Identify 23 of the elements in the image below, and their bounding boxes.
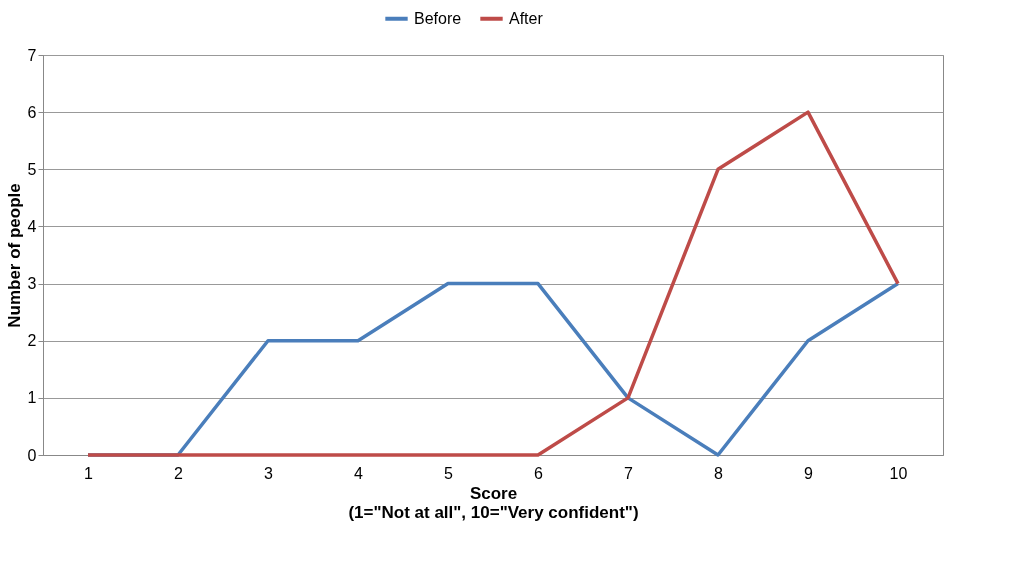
y-tick-label: 2	[27, 332, 37, 350]
y-tick-label: 0	[27, 446, 37, 464]
y-tick-label: 5	[27, 160, 37, 178]
x-axis-title: Score (1="Not at all", 10="Very confident")	[348, 483, 639, 522]
line-series	[86, 110, 900, 457]
x-tick-label: 3	[264, 464, 274, 482]
y-tick-label: 7	[27, 46, 37, 64]
y-tick-label: 1	[27, 389, 37, 407]
legend-label: After	[509, 9, 544, 27]
x-tick-label: 2	[174, 464, 184, 482]
y-tick-label: 6	[27, 103, 37, 121]
x-tick-label: 4	[354, 464, 364, 482]
y-tick-label: 4	[27, 217, 37, 235]
legend-label: Before	[414, 9, 462, 27]
x-tick-label: 5	[444, 464, 454, 482]
x-tick-label: 8	[714, 464, 724, 482]
y-tick-label: 3	[27, 275, 37, 293]
x-tick-label: 7	[624, 464, 634, 482]
x-tick-label: 6	[534, 464, 544, 482]
x-tick-label: 9	[804, 464, 814, 482]
y-axis-title: Number of people	[4, 183, 24, 328]
x-tick-label: 1	[84, 464, 94, 482]
x-tick-label: 10	[889, 464, 908, 482]
